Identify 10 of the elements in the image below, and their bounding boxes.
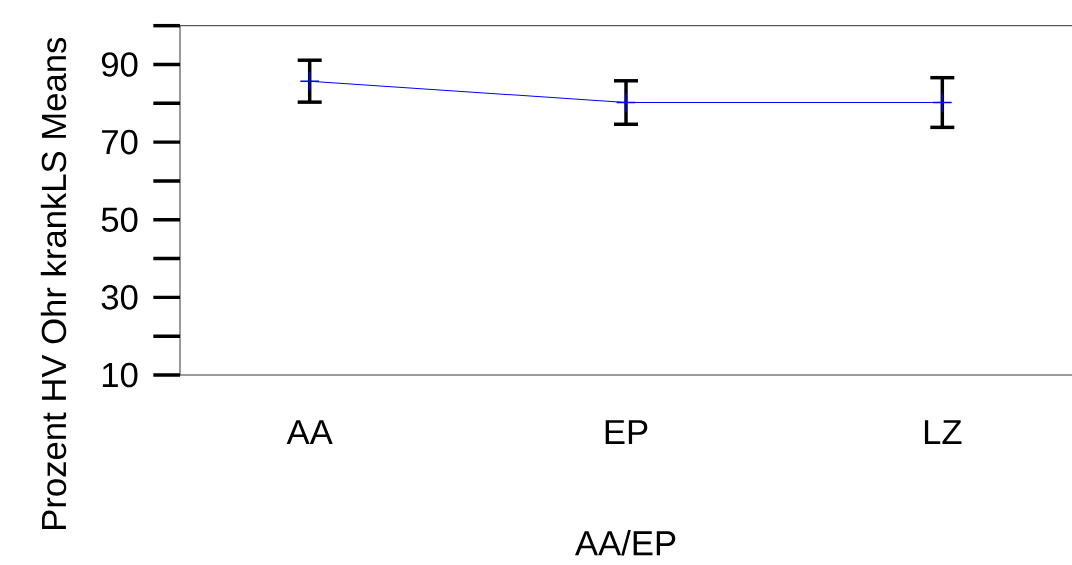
x-tick-label: EP (605, 420, 648, 445)
y-axis-title: Prozent HV Ohr krankLS Means (40, 37, 67, 529)
y-tick-label: 30 (101, 285, 138, 310)
x-tick-label: AA (286, 420, 333, 445)
x-tick-label: LZ (924, 420, 962, 445)
y-tick-label: 90 (101, 52, 138, 77)
y-tick-label: 70 (102, 129, 138, 155)
y-tick-label: 50 (101, 207, 138, 233)
y-tick-label: 10 (102, 362, 138, 388)
x-axis-title: AA/EP (575, 530, 676, 556)
